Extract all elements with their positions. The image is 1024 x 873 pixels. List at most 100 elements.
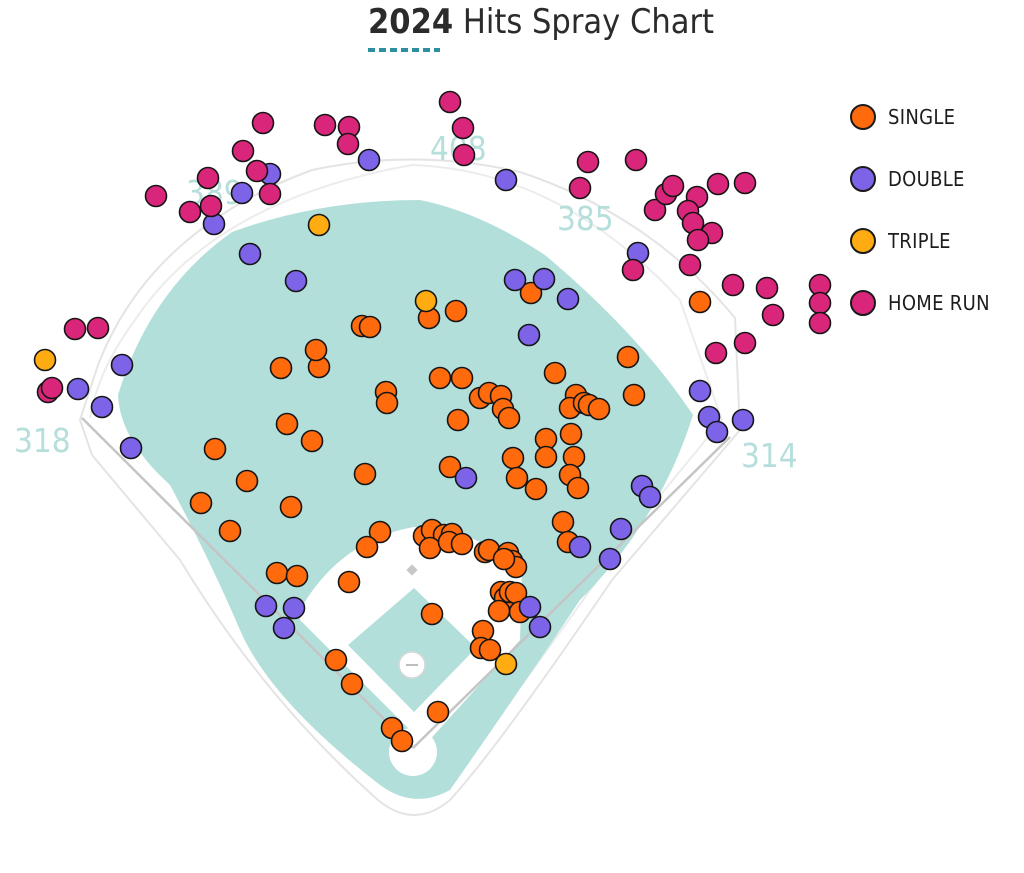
chart-title: 2024 Hits Spray Chart [368,2,714,42]
hit-point-single [559,422,583,446]
hit-point-hr [245,159,269,183]
hit-point-single [616,345,640,369]
hit-point-hr [624,148,648,172]
hit-point-hr [144,184,168,208]
hit-point-double [454,466,478,490]
hit-point-hr [251,111,275,135]
hit-point-hr [313,113,337,137]
hit-point-hr [643,198,667,222]
hit-point-hr [733,331,757,355]
hit-point-single [358,315,382,339]
hit-point-single [279,495,303,519]
hit-point-double [532,267,556,291]
hit-point-single [418,536,442,560]
legend-label-double: DOUBLE [888,167,965,191]
hit-point-single [203,437,227,461]
hit-point-hr [661,174,685,198]
outer-wall-outline [78,158,742,816]
hit-point-double [254,594,278,618]
legend-label-triple: TRIPLE [888,229,951,253]
legend-label-single: SINGLE [888,105,956,129]
hit-point-hr [178,200,202,224]
hit-point-single [497,406,521,430]
infield-grass [348,588,476,712]
hit-point-single [265,561,289,585]
hit-point-hr [40,376,64,400]
hit-point-single [324,648,348,672]
hit-point-double [528,615,552,639]
hit-point-double [517,323,541,347]
hit-point-single [235,469,259,493]
hit-point-double [66,377,90,401]
hit-point-single [487,599,511,623]
hit-point-single [340,672,364,696]
legend-swatch-triple [850,228,876,254]
hit-point-single [420,602,444,626]
hit-point-single [622,383,646,407]
right-foul-line [412,436,731,749]
hit-point-hr [706,172,730,196]
hit-point-hr [438,90,462,114]
title-text: Hits Spray Chart [462,2,715,42]
hit-points [33,90,832,753]
hit-point-hr [258,182,282,206]
hit-point-double [518,595,542,619]
hit-point-double [598,547,622,571]
warning-track-outline [89,163,724,781]
hit-point-single [450,366,474,390]
hit-point-single [505,466,529,490]
legend-swatch-home-run [850,290,876,316]
hit-point-single [337,570,361,594]
hit-point-hr [196,166,220,190]
hit-point-double [357,148,381,172]
hit-point-double [110,353,134,377]
hit-point-single [524,477,548,501]
hit-point-single [269,356,293,380]
hit-point-hr [86,316,110,340]
hit-point-single [375,391,399,415]
hit-point-single [355,535,379,559]
hit-point-single [587,397,611,421]
hit-point-hr [452,143,476,167]
hit-point-hr [686,228,710,252]
hit-point-triple [33,348,57,372]
hit-point-single [189,491,213,515]
hit-point-double [638,485,662,509]
hit-point-single [390,729,414,753]
hit-point-single [519,281,543,305]
hit-point-single [551,510,575,534]
hit-point-double [230,181,254,205]
hit-point-single [492,547,516,571]
hit-point-single [534,445,558,469]
hit-point-hr [621,258,645,282]
hit-point-hr [199,194,223,218]
legend-item-home-run: HOME RUN [850,272,990,334]
legend-label-home-run: HOME RUN [888,291,990,315]
hit-point-double [609,517,633,541]
hit-point-double [90,395,114,419]
hit-point-double [494,168,518,192]
legend-item-triple: TRIPLE [850,210,990,272]
second-base [406,564,418,576]
hit-point-single [300,429,324,453]
hit-point-double [705,420,729,444]
distance-label-rcf: 385 [557,199,614,238]
outfield-grass [118,200,693,799]
hit-point-hr [336,132,360,156]
hit-point-single [688,290,712,314]
hit-point-hr [63,317,87,341]
hit-point-double [568,535,592,559]
hit-point-single [285,564,309,588]
hit-point-double [688,379,712,403]
hit-point-double [556,287,580,311]
hit-point-single [275,412,299,436]
hit-point-double [119,436,143,460]
hit-point-single [566,476,590,500]
hit-point-hr [761,303,785,327]
legend: SINGLE DOUBLE TRIPLE HOME RUN [850,86,990,334]
legend-swatch-double [850,166,876,192]
hit-point-hr [755,276,779,300]
hit-point-double [731,408,755,432]
hit-point-hr [451,116,475,140]
